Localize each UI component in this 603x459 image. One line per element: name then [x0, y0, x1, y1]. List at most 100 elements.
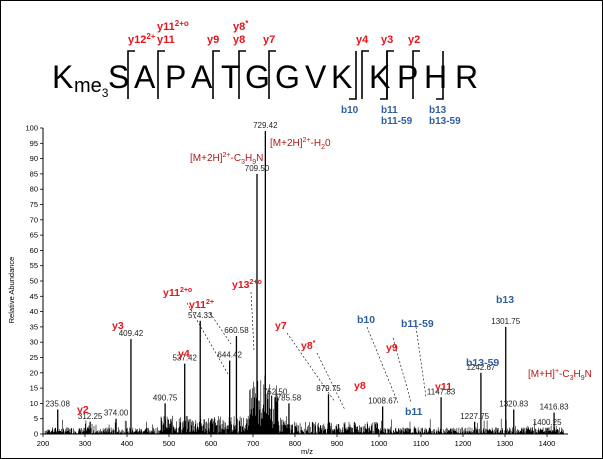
map-label-y8: y8: [233, 34, 245, 46]
x-tick-label: 300: [79, 439, 92, 448]
peak-label: 1400.25: [533, 418, 562, 427]
map-label-b13: b13: [429, 105, 447, 116]
peak-label: 537.42: [172, 354, 197, 363]
peak-label: 374.00: [104, 409, 129, 418]
ann-y4: y4: [178, 348, 190, 360]
ann-y11-2plus: y112+: [189, 299, 214, 311]
peak-label: 409.42: [119, 329, 144, 338]
b-ion-map-labels: b10 b11 b11-59 b13 b13-59: [341, 105, 461, 127]
ann-b10: b10: [357, 314, 375, 326]
x-tick-label: 600: [205, 439, 218, 448]
residue-8: V: [305, 59, 327, 95]
bracket-y7: [268, 50, 276, 99]
ann-y13: y132+o: [232, 279, 262, 291]
y-axis-label: Relative Abundance: [7, 257, 16, 324]
residue-9: K: [331, 59, 352, 95]
first-residue: K: [52, 59, 73, 95]
peak-label: 235.08: [45, 400, 70, 409]
bracket-y2: [412, 50, 420, 99]
y-tick-label: 75: [30, 200, 38, 209]
residue-2: A: [134, 59, 156, 95]
ann-b11-59: b11-59: [401, 318, 434, 330]
y-tick-label: 10: [30, 399, 38, 408]
leader-y13: [250, 291, 255, 351]
peak-label: 312.25: [78, 412, 103, 421]
bracket-b10: [349, 51, 357, 100]
y-tick-label: 100: [25, 124, 38, 133]
y-tick-label: 20: [30, 368, 38, 377]
residue-5: T: [221, 59, 241, 95]
peak-label: 1242.67: [466, 363, 495, 372]
peak-label: 1301.75: [491, 317, 520, 326]
ann-y8-star: y8*: [301, 340, 316, 352]
y-tick-label: 60: [30, 246, 38, 255]
ann-y9: y9: [386, 342, 398, 354]
residue-4: A: [191, 59, 213, 95]
ann-b13: b13: [496, 294, 514, 306]
residue-3: P: [165, 59, 186, 95]
map-label-b13-59: b13-59: [429, 116, 461, 127]
peak-label: 785.58: [277, 393, 302, 402]
y-tick-label: 0: [34, 430, 38, 439]
noise-path: [44, 375, 564, 434]
x-ticks: 200 300 400 500 600 700 800 900 1000 1100 1200 1300…: [37, 434, 556, 448]
x-tick-label: 500: [163, 439, 176, 448]
plot-axes: 200 300 400 500 600 700 800 900 1000 1100 1200 1300…: [7, 124, 568, 456]
map-label-y8-star: y8*: [233, 19, 249, 33]
peak-mz-labels: 235.08 312.25 374.00 409.42 490.75 537.42 574.…: [45, 121, 569, 427]
y-tick-label: 90: [30, 154, 38, 163]
peak-label: 729.42: [253, 121, 278, 130]
map-label-b11-59: b11-59: [381, 116, 413, 127]
precursor-labels: [M+2H]2+-H20 [M+2H]2+-C3H9N [M+H]+-C3H9N: [190, 137, 592, 382]
x-tick-label: 800: [289, 439, 302, 448]
x-axis-label: m/z: [301, 447, 313, 456]
ann-y11: y11: [435, 381, 452, 393]
map-label-y2: y2: [408, 34, 420, 46]
peak-label: 660.58: [224, 326, 249, 335]
map-label-y11: y11: [157, 34, 175, 46]
map-label-y3: y3: [381, 34, 393, 46]
residue-6: G: [245, 59, 270, 95]
annotation-leader-lines: [186, 291, 427, 411]
peak-label: 1227.75: [460, 412, 489, 421]
x-tick-label: 1400: [539, 439, 556, 448]
ann-y3: y3: [112, 320, 124, 332]
bracket-b13: [436, 51, 444, 100]
leader-b11-59: [415, 326, 427, 398]
bracket-y8: [238, 50, 246, 99]
leader-b10: [366, 326, 399, 404]
prec-label-h2o: [M+2H]2+-H20: [270, 137, 331, 151]
y-tick-label: 45: [30, 292, 38, 301]
ann-y11-2plus-o: y112+o: [163, 287, 192, 299]
x-tick-label: 1300: [497, 439, 514, 448]
y-tick-label: 15: [30, 384, 38, 393]
peak-label: 752.50: [263, 387, 288, 396]
residue-7: G: [275, 59, 300, 95]
map-label-y7: y7: [263, 34, 275, 46]
ann-y8: y8: [354, 380, 366, 392]
peak-label: 1008.67: [368, 396, 397, 405]
spectrum-baseline-noise: [44, 375, 564, 434]
x-tick-label: 700: [247, 439, 260, 448]
x-tick-label: 1100: [413, 439, 429, 448]
bracket-y4: [361, 50, 369, 99]
map-label-b11: b11: [381, 105, 398, 116]
y-ticks: 0 5 10 15 20 25 30 35 40 45 50 55 60 65 70 75 80 85 90 95 10…: [25, 124, 43, 439]
bracket-y11: [157, 50, 165, 99]
residue-10: K: [369, 59, 390, 95]
spectrum-peaks: [57, 131, 555, 434]
ann-b11: b11: [405, 406, 423, 418]
peak-label: 1416.83: [540, 403, 569, 412]
peak-label: 1320.83: [499, 400, 528, 409]
y-tick-label: 30: [30, 338, 38, 347]
peak-label: 1147.83: [427, 387, 456, 396]
residue-11: P: [397, 59, 418, 95]
x-tick-label: 900: [331, 439, 344, 448]
y-tick-label: 35: [30, 322, 38, 331]
y-tick-label: 50: [30, 277, 38, 286]
peak-label: 709.50: [245, 164, 270, 173]
x-tick-label: 1200: [455, 439, 472, 448]
ann-b13-59: b13-59: [466, 357, 499, 369]
map-label-y12: y122+: [128, 32, 156, 46]
